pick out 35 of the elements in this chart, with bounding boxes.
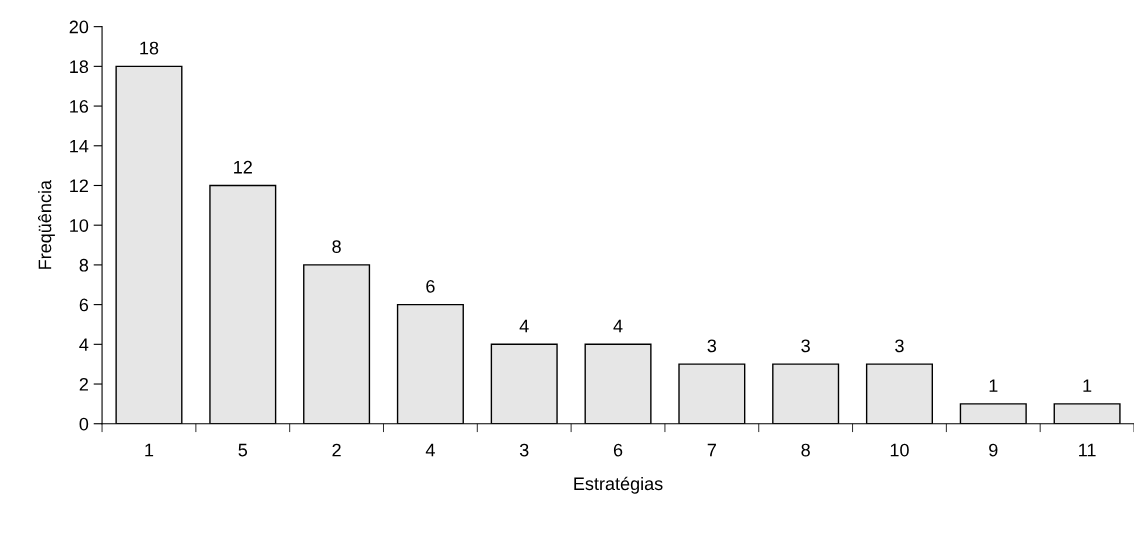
- data-label: 18: [140, 41, 159, 55]
- x-tick-label: 8: [801, 443, 810, 457]
- y-tick-label: 6: [79, 298, 89, 312]
- data-label: 3: [801, 339, 810, 353]
- y-tick-label: 20: [69, 20, 89, 34]
- x-tick-label: 10: [890, 443, 909, 457]
- y-tick-label: 16: [70, 100, 89, 113]
- x-tick-label: 5: [238, 443, 248, 457]
- data-label: 4: [519, 319, 529, 333]
- x-tick-label: 11: [1079, 443, 1096, 457]
- data-label: 3: [895, 339, 904, 353]
- y-tick-label: 4: [79, 338, 89, 351]
- data-label: 1: [989, 379, 998, 392]
- y-tick-label: 10: [70, 219, 89, 232]
- x-axis-title: Estratégias: [574, 476, 663, 494]
- x-tick-label: 3: [519, 443, 529, 457]
- data-label: 6: [426, 279, 435, 293]
- data-label: 1: [1083, 379, 1092, 392]
- y-tick-label: 18: [70, 60, 89, 74]
- x-tick-label: 7: [707, 443, 716, 457]
- x-tick-label: 1: [145, 443, 154, 457]
- x-tick-label: 2: [332, 443, 341, 457]
- data-label: 8: [332, 240, 341, 253]
- data-label: 3: [707, 339, 717, 353]
- y-tick-label: 8: [79, 258, 89, 272]
- y-tick-label: 0: [79, 417, 89, 431]
- x-tick-label: 4: [425, 443, 435, 457]
- y-tick-label: 14: [70, 139, 89, 153]
- y-axis-title: Freqüência: [38, 180, 55, 269]
- y-tick-label: 12: [70, 179, 88, 193]
- y-tick-label: 2: [79, 377, 88, 391]
- x-tick-label: 9: [989, 443, 998, 457]
- x-tick-label: 6: [613, 443, 623, 457]
- data-label: 4: [613, 319, 623, 333]
- data-label: 12: [234, 160, 252, 174]
